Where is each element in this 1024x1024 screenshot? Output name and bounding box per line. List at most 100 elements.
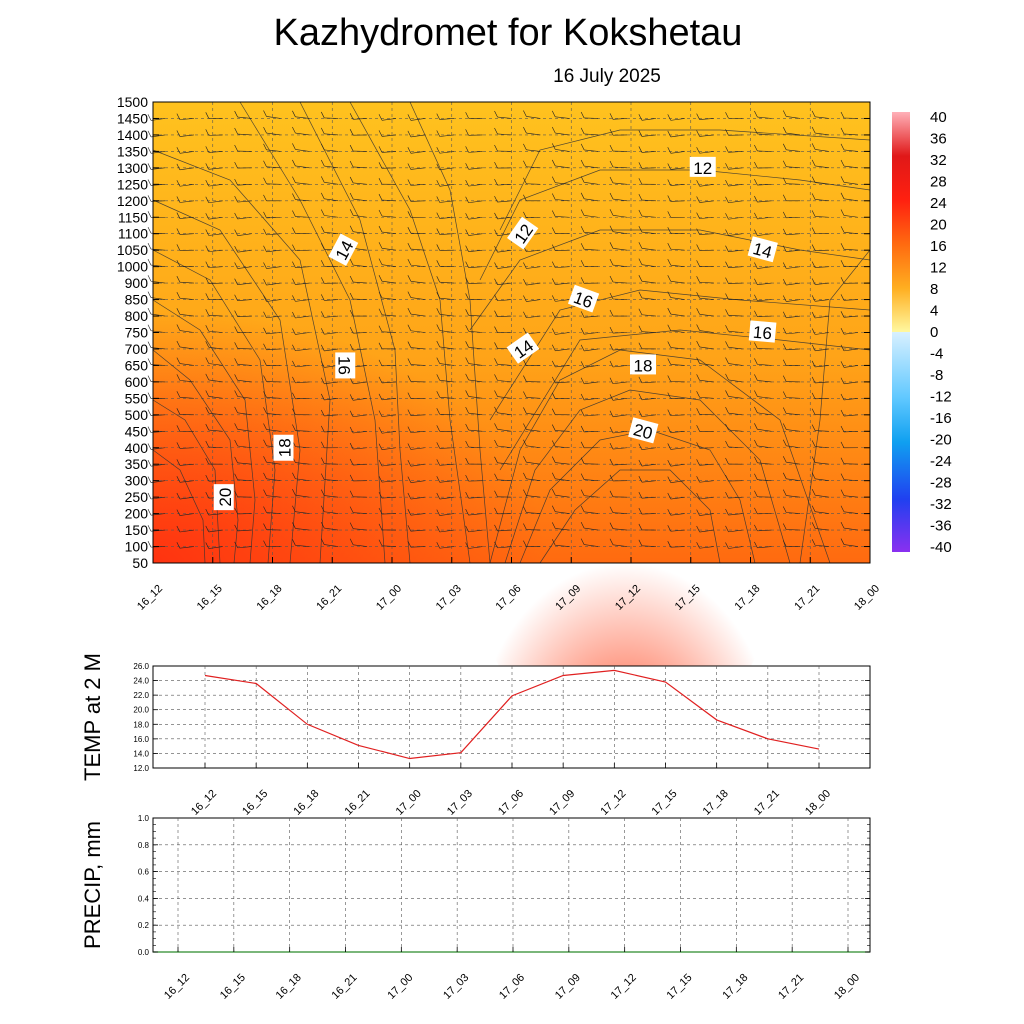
wind-barb-flag	[725, 407, 729, 414]
wind-barb-flag	[580, 159, 585, 167]
wind-barb-flag	[782, 262, 787, 269]
wind-barb	[786, 149, 801, 152]
wind-barb	[699, 480, 714, 483]
wind-barb	[237, 380, 252, 383]
wind-barb-flag	[609, 160, 614, 168]
wind-barb-flag	[378, 427, 383, 434]
temp-ytick-label: 14.0	[133, 749, 149, 758]
wind-barb	[381, 430, 397, 434]
wind-barb	[728, 266, 743, 268]
wind-barb-flag	[754, 278, 758, 285]
wind-barb	[786, 183, 801, 185]
wind-barb	[786, 299, 801, 302]
wind-barb-flag	[436, 525, 441, 533]
wind-barb-flag	[754, 229, 758, 236]
wind-barb-flag	[320, 243, 325, 250]
wind-barb-flag	[811, 505, 816, 512]
wind-barb	[699, 216, 714, 219]
wind-barb	[526, 495, 541, 498]
contour-label: 16	[752, 323, 773, 344]
wind-barb	[526, 429, 541, 432]
wind-barb	[266, 233, 281, 236]
wind-barb-flag	[176, 308, 181, 315]
precip-xtick-label: 18_00	[832, 972, 862, 1002]
wind-barb-flag	[407, 443, 412, 450]
wind-barb-flag	[205, 407, 210, 414]
wind-barb-flag	[465, 508, 469, 516]
wind-barb	[786, 478, 801, 481]
wind-barb-flag	[205, 542, 210, 549]
wind-barb	[179, 281, 194, 284]
wind-barb-flag	[378, 443, 383, 450]
wind-barb-flag	[754, 406, 758, 413]
wind-barb	[439, 346, 454, 350]
wind-barb	[757, 479, 772, 481]
wind-barb-flag	[667, 460, 672, 467]
wind-barb-flag	[609, 343, 614, 351]
wind-barb-flag	[349, 258, 354, 266]
wind-barb-flag	[523, 126, 527, 134]
wind-barb	[410, 463, 425, 467]
heat-ytick-label: 850	[125, 292, 149, 308]
precip-xtick-label: 16_15	[218, 972, 248, 1002]
wind-barb-flag	[523, 540, 527, 547]
temp-contour-line	[349, 101, 471, 564]
wind-barb	[641, 398, 656, 401]
chart-title: Kazhydromet for Kokshetau	[274, 12, 743, 54]
wind-barb-flag	[407, 358, 412, 365]
wind-barb-flag	[147, 147, 152, 154]
colorbar-tick-label: -40	[930, 539, 952, 556]
heat-ytick-label: 150	[125, 522, 149, 538]
wind-barb-flag	[465, 373, 469, 381]
contour-label-box	[748, 320, 777, 343]
wind-barb	[584, 165, 599, 169]
wind-barb	[728, 546, 743, 549]
wind-barb	[728, 200, 743, 204]
wind-barb	[179, 496, 194, 500]
wind-barb	[266, 397, 281, 399]
wind-barb	[843, 248, 859, 251]
wind-barb-flag	[349, 538, 354, 545]
temp-ytick-label: 12.0	[133, 764, 149, 773]
wind-barb-flag	[320, 538, 325, 545]
wind-barb-flag	[407, 130, 412, 138]
wind-barb-flag	[407, 341, 412, 348]
wind-barb-flag	[263, 423, 267, 430]
wind-barb	[699, 447, 714, 449]
heat-ytick-label: 1450	[117, 110, 148, 126]
wind-barb-flag	[378, 376, 383, 384]
wind-barb-flag	[580, 127, 585, 135]
wind-barb-flag	[147, 509, 152, 516]
wind-barb-flag	[580, 457, 585, 464]
wind-barb	[815, 332, 830, 335]
wind-barb	[497, 315, 512, 317]
colorbar-tick-label: -28	[930, 475, 952, 492]
wind-barb	[728, 347, 743, 350]
wind-barb	[641, 199, 656, 202]
wind-barb-flag	[205, 163, 210, 170]
wind-barb-flag	[234, 541, 238, 549]
temp-contour-line	[499, 329, 871, 471]
wind-barb-flag	[292, 522, 296, 529]
precip-frame	[152, 817, 871, 953]
contour-label-group: 20	[628, 417, 659, 443]
wind-barb	[815, 365, 830, 368]
wind-barb-flag	[292, 344, 296, 351]
wind-barb-flag	[465, 542, 469, 549]
wind-barb	[208, 167, 223, 170]
wind-barb-flag	[320, 260, 325, 267]
wind-barb-flag	[725, 179, 729, 187]
wind-barb-flag	[811, 408, 816, 415]
wind-barb-flag	[205, 525, 210, 533]
wind-barb	[641, 247, 656, 251]
wind-barb	[381, 463, 397, 467]
heat-xtick-label: 16_21	[314, 583, 344, 613]
wind-barb-flag	[176, 228, 181, 235]
wind-barb-flag	[725, 309, 729, 316]
wind-barb-flag	[465, 492, 469, 499]
wind-barb-flag	[292, 193, 296, 200]
contour-label-group: 20	[213, 484, 235, 511]
colorbar-tick-label: -12	[930, 389, 952, 406]
wind-barb-flag	[349, 275, 354, 283]
